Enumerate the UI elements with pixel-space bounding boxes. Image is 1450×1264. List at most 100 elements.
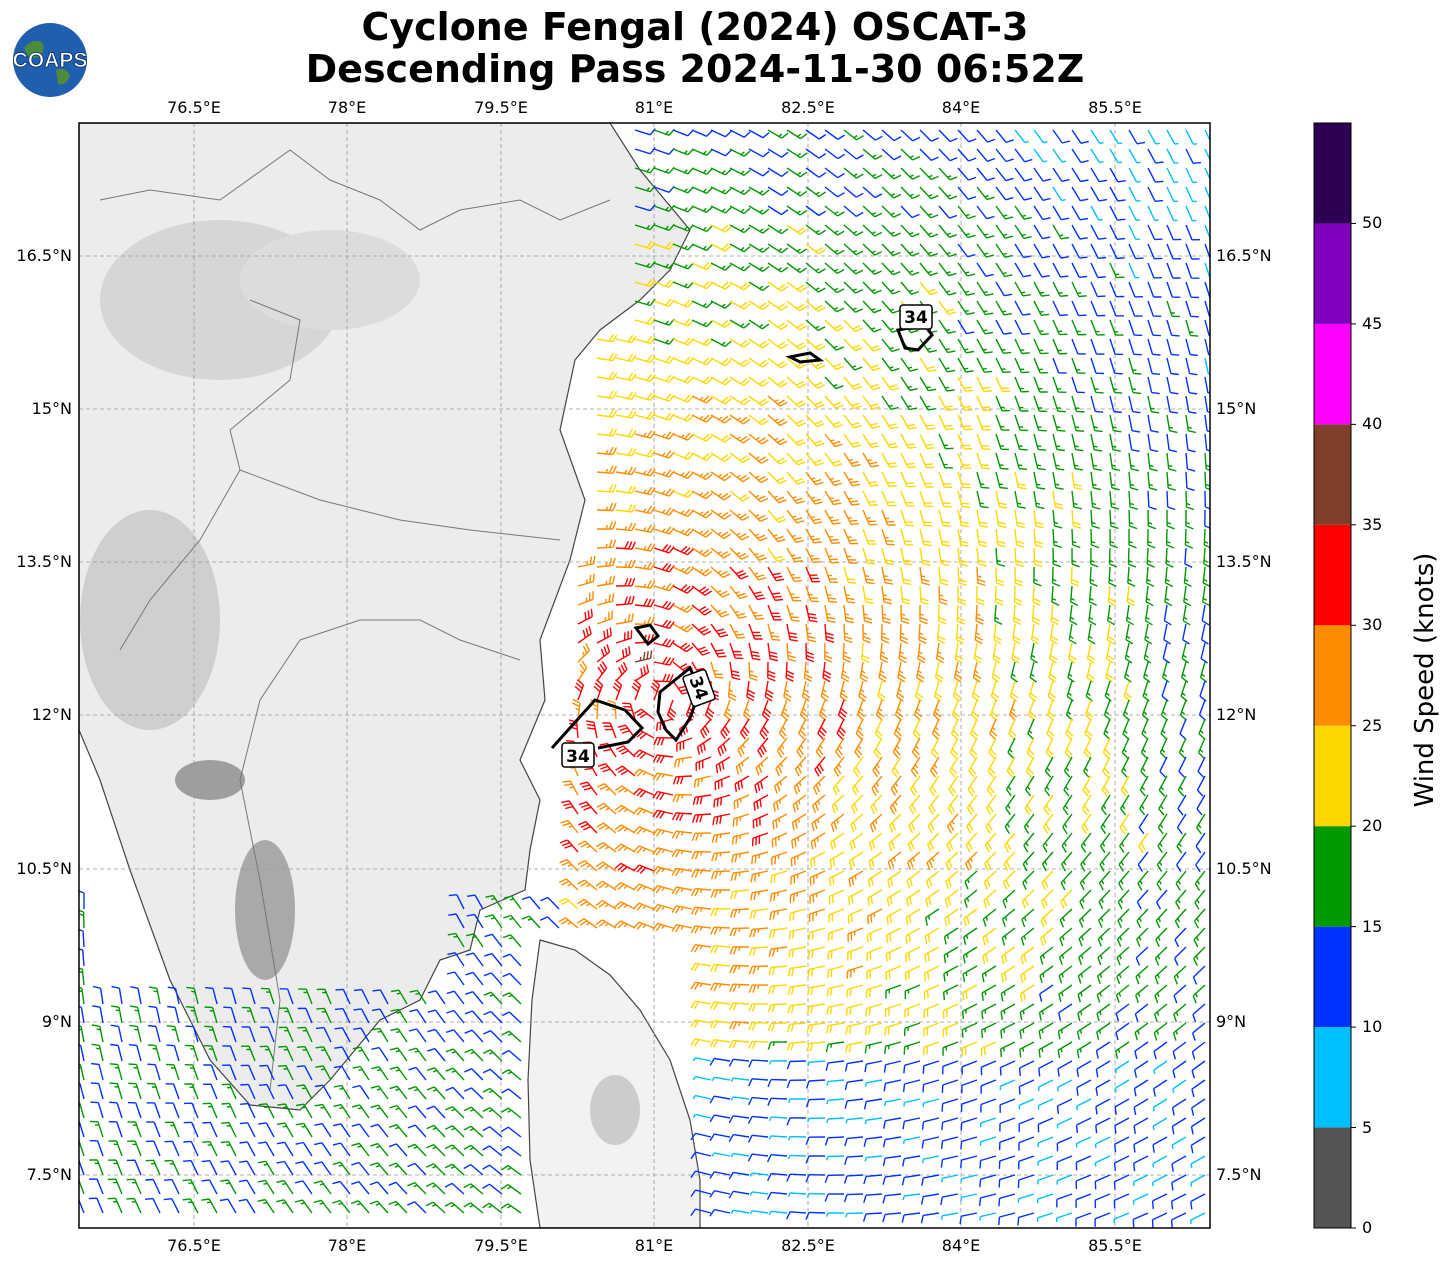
wind-barb [863,1136,883,1147]
wind-barb [942,1041,959,1056]
wind-barb [891,756,902,778]
wind-barb [691,319,713,328]
wind-barb [843,148,864,160]
wind-barb [940,1193,959,1206]
wind-barb [1115,1022,1130,1041]
wind-barb [976,433,991,450]
wind-barb [1133,1079,1149,1097]
wind-barb [691,642,711,656]
wind-barb [1151,1212,1168,1228]
wind-barb [845,1022,864,1035]
wind-barb [824,243,845,255]
wind-barb [1043,794,1054,816]
wind-barb [1014,262,1032,278]
wind-barb [976,186,995,201]
wind-barb [672,413,694,422]
wind-barb [815,737,826,759]
wind-barb [1024,794,1035,816]
wind-barb [911,737,921,759]
wind-barb [709,1133,731,1142]
wind-barb [427,1009,446,1024]
wind-barb [1052,167,1070,182]
wind-barb [204,1025,218,1043]
wind-barb [749,1210,769,1215]
wind-barb [767,642,779,662]
wind-barb [748,1003,769,1012]
wind-barb [730,1209,750,1214]
wind-barb [1163,604,1172,626]
wind-barb [995,376,1011,393]
wind-barb [1147,376,1160,395]
wind-barb [919,509,933,527]
wind-barb [923,1003,940,1019]
wind-barb [786,300,807,312]
wind-barb [242,987,256,1005]
wind-barb [370,1123,389,1138]
wind-barb [409,1009,427,1024]
wind-barb [1052,547,1062,568]
wind-barb [864,1155,883,1162]
wind-barb [692,1113,712,1119]
wind-barb [969,718,979,740]
wind-barb [924,927,940,945]
wind-barb [767,186,789,197]
wind-barb [1175,889,1187,910]
wind-barb [1033,167,1052,182]
wind-barb [908,813,921,834]
wind-barb [731,832,750,845]
wind-barb [1156,870,1168,891]
wind-barb [957,547,968,567]
wind-barb [824,604,836,623]
wind-barb [748,984,769,993]
wind-barb [893,718,902,740]
wind-barb [1090,414,1103,433]
colorbar-bin [1314,323,1351,425]
wind-barb [692,1094,712,1100]
wind-barb [691,414,713,423]
wind-barb [938,186,958,200]
wind-barb [614,824,636,834]
wind-barb [634,392,656,401]
wind-barb [1147,357,1161,375]
wind-barb [672,337,694,346]
wind-barb [465,971,484,986]
wind-barb [1080,832,1092,853]
wind-barb [483,991,503,1005]
wind-barb [447,932,465,948]
wind-barb [596,644,611,663]
wind-barb [902,1155,921,1167]
wind-barb [1052,338,1068,355]
wind-barb [653,656,675,666]
wind-barb [1087,623,1096,645]
wind-barb [900,186,920,200]
wind-barb [729,566,749,580]
wind-barb [1147,319,1161,337]
wind-barb [652,790,674,801]
wind-barb [1090,528,1100,549]
wind-barb [1196,794,1206,816]
wind-barb [89,1159,104,1176]
wind-barb [862,262,882,275]
wind-barb [484,914,503,929]
wind-barb [1166,186,1178,203]
wind-barb [1094,1212,1111,1227]
wind-barb [786,129,808,140]
wind-barb [653,507,675,516]
wind-barb [1132,1212,1149,1228]
wind-barb [1135,946,1149,966]
wind-barb [1063,775,1073,797]
wind-barb [370,1104,389,1119]
wind-barb [1166,300,1181,318]
wind-barb [1058,946,1073,965]
wind-barb [79,1082,85,1100]
wind-barb [1094,1136,1111,1148]
wind-barb [691,129,713,137]
lat-label-right: 15°N [1216,399,1257,418]
wind-barb [1109,338,1124,356]
wind-barb [910,756,921,778]
wind-barb [843,395,862,410]
wind-barb [787,1022,807,1033]
wind-barb [1018,1155,1035,1170]
wind-barb [809,889,826,904]
wind-barb [824,452,843,467]
